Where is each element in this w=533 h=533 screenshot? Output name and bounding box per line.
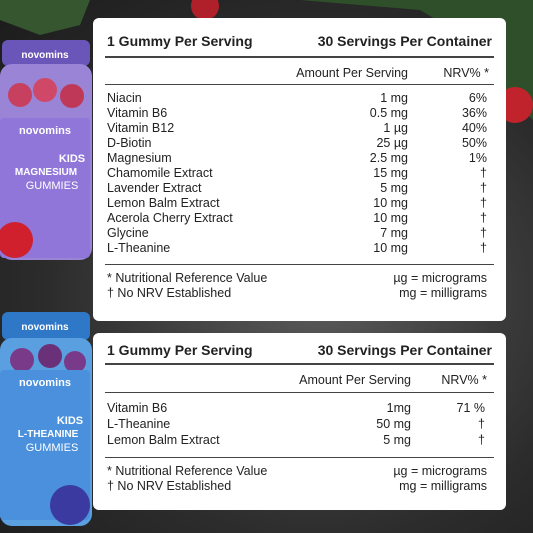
kind: KIDS xyxy=(57,415,83,427)
divider xyxy=(105,457,494,458)
nutrient-name: Lemon Balm Extract xyxy=(107,433,220,447)
nrv: † xyxy=(478,433,485,447)
form: GUMMIES xyxy=(26,180,79,192)
servings-per-container: 30 Servings Per Container xyxy=(317,342,492,358)
amount: 0.5 mg xyxy=(369,106,408,120)
nrv: 71 % xyxy=(456,401,486,415)
nutrient-name: Vitamin B6 xyxy=(107,106,168,120)
nutrient-name: Niacin xyxy=(107,91,142,105)
column-header: Amount Per Serving xyxy=(296,66,408,80)
divider xyxy=(105,392,494,393)
blueberry xyxy=(50,485,90,525)
amount: 1 mg xyxy=(380,91,408,105)
nrv: 40% xyxy=(461,121,487,135)
footnote: mg = milligrams xyxy=(399,479,487,493)
label xyxy=(0,370,90,520)
nrv: † xyxy=(480,226,487,240)
footnote: † No NRV Established xyxy=(107,286,232,300)
amount: 15 mg xyxy=(373,166,408,180)
nrv: 6% xyxy=(468,91,487,105)
ornament xyxy=(497,87,533,123)
kind: KIDS xyxy=(59,153,85,165)
brand: novomins xyxy=(19,125,71,137)
nrv: 36% xyxy=(461,106,487,120)
divider xyxy=(105,84,494,85)
ornament xyxy=(191,0,219,20)
footnote: mg = milligrams xyxy=(399,286,487,300)
nrv: † xyxy=(480,166,487,180)
nutrient-name: D-Biotin xyxy=(107,136,152,150)
column-header: NRV% * xyxy=(441,373,487,387)
nutrient-name: Vitamin B6 xyxy=(107,401,168,415)
amount: 5 mg xyxy=(380,181,408,195)
servings-per-container: 30 Servings Per Container xyxy=(317,33,492,49)
facts-panel: 1 Gummy Per Serving 30 Servings Per Conta… xyxy=(93,18,506,321)
footnote: µg = micrograms xyxy=(393,464,487,478)
serving-size: 1 Gummy Per Serving xyxy=(107,33,253,49)
gummy xyxy=(8,83,32,107)
divider xyxy=(105,264,494,265)
amount: 10 mg xyxy=(373,196,408,210)
nrv: 50% xyxy=(461,136,487,150)
nrv: † xyxy=(478,417,485,431)
amount: 1mg xyxy=(386,401,411,415)
nutrient-name: Glycine xyxy=(107,226,149,240)
nutrient-name: Magnesium xyxy=(107,151,172,165)
serving-size: 1 Gummy Per Serving xyxy=(107,342,253,358)
footnote: µg = micrograms xyxy=(393,271,487,285)
divider xyxy=(105,56,494,58)
column-header: Amount Per Serving xyxy=(299,373,411,387)
nrv: † xyxy=(480,196,487,210)
nutrient-name: Lemon Balm Extract xyxy=(107,196,220,210)
brand: novomins xyxy=(21,322,69,333)
jar-lid xyxy=(2,312,90,340)
tree-branch xyxy=(0,0,90,35)
gummy xyxy=(38,344,62,368)
nrv: † xyxy=(480,181,487,195)
footnote: † No NRV Established xyxy=(107,479,232,493)
facts-panel: 1 Gummy Per Serving 30 Servings Per Conta… xyxy=(93,333,506,510)
amount: 7 mg xyxy=(380,226,408,240)
product-name: MAGNESIUM xyxy=(15,167,77,178)
gummy xyxy=(33,78,57,102)
nutrient-name: L-Theanine xyxy=(107,241,171,255)
label xyxy=(0,118,90,258)
strawberry xyxy=(0,222,33,258)
nutrient-name: L-Theanine xyxy=(107,417,171,431)
nrv: 1% xyxy=(468,151,487,165)
footnote: * Nutritional Reference Value xyxy=(107,464,268,478)
gummy xyxy=(60,84,84,108)
form: GUMMIES xyxy=(26,442,79,454)
nutrient-name: Acerola Cherry Extract xyxy=(107,211,233,225)
amount: 1 µg xyxy=(383,121,408,135)
amount: 10 mg xyxy=(373,211,408,225)
gummy xyxy=(10,348,34,372)
amount: 2.5 mg xyxy=(369,151,408,165)
brand: novomins xyxy=(19,377,71,389)
nrv: † xyxy=(480,211,487,225)
column-header: NRV% * xyxy=(443,66,489,80)
amount: 10 mg xyxy=(373,241,408,255)
nrv: † xyxy=(480,241,487,255)
footnote: * Nutritional Reference Value xyxy=(107,271,268,285)
nutrient-name: Chamomile Extract xyxy=(107,166,213,180)
amount: 25 µg xyxy=(376,136,408,150)
amount: 50 mg xyxy=(376,417,411,431)
jar-lid xyxy=(2,40,90,66)
nutrient-name: Lavender Extract xyxy=(107,181,202,195)
product-name: L-THEANINE xyxy=(18,429,79,440)
gummy xyxy=(64,351,86,373)
brand: novomins xyxy=(21,50,69,61)
nutrient-name: Vitamin B12 xyxy=(107,121,175,135)
amount: 5 mg xyxy=(383,433,411,447)
divider xyxy=(105,363,494,365)
